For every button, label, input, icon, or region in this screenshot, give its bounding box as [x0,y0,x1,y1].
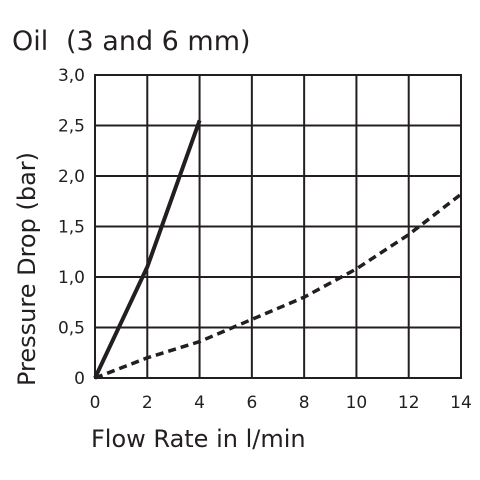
y-tick-label: 0 [74,369,85,389]
series-lines [93,119,463,380]
x-tick-label: 12 [398,393,420,413]
y-tick-label: 3,0 [58,66,85,86]
y-tick-label: 1,0 [58,268,85,288]
plot-frame [94,74,462,379]
x-tick-label: 6 [246,393,257,413]
y-axis-label: Pressure Drop (bar) [13,152,41,386]
x-axis-label: Flow Rate in l/min [91,425,306,453]
y-axis-ticks: 0 0,5 1,0 1,5 2,0 2,5 3,0 [58,66,85,389]
y-tick-label: 1,5 [58,218,85,238]
chart-title: Oil (3 and 6 mm) [12,26,251,57]
x-tick-label: 10 [346,393,368,413]
x-tick-label: 2 [142,393,153,413]
series-line-dashed [94,192,463,380]
x-axis-ticks: 0 2 4 6 8 10 12 14 [90,393,472,413]
y-tick-label: 2,0 [58,167,85,187]
x-tick-label: 4 [194,393,205,413]
grid [94,74,462,379]
chart-subtitle-text: (3 and 6 mm) [66,26,251,57]
y-tick-label: 2,5 [58,117,85,137]
x-tick-label: 8 [299,393,310,413]
y-tick-label: 0,5 [58,319,85,339]
x-tick-label: 14 [450,393,472,413]
x-tick-label: 0 [90,393,101,413]
chart-title-text: Oil [12,26,48,57]
